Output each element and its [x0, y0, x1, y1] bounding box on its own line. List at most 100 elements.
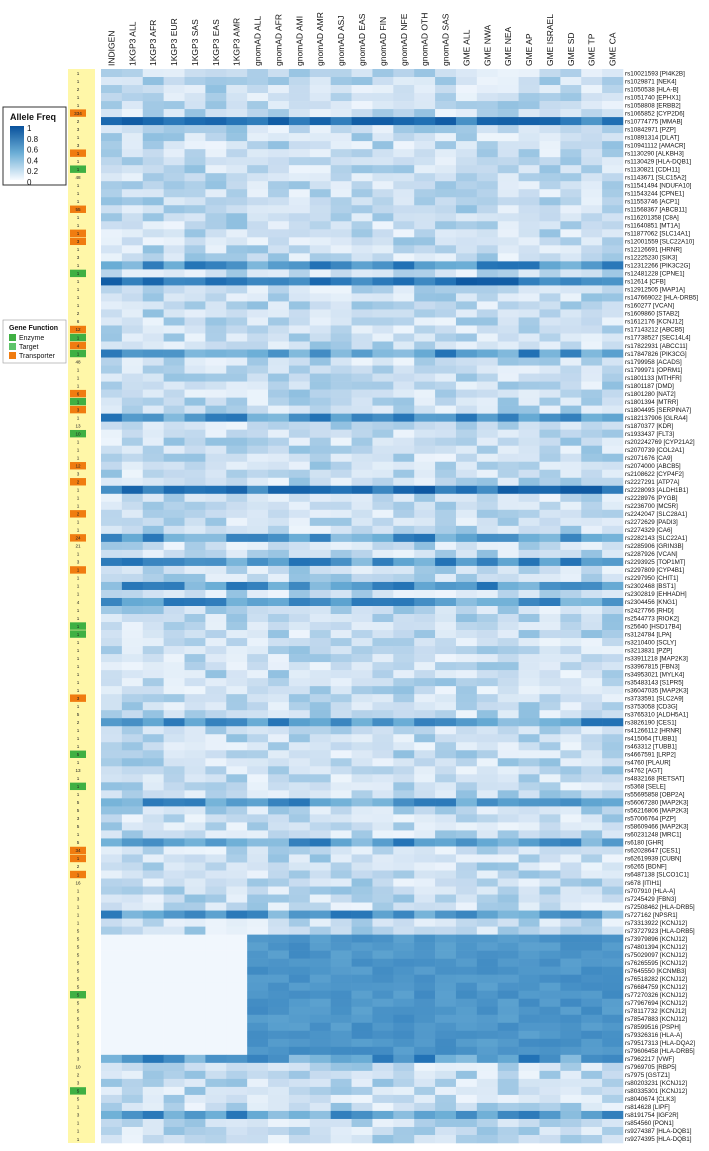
heatmap-cell	[163, 549, 185, 559]
heatmap-cell	[518, 373, 540, 382]
heatmap-cell	[309, 325, 331, 334]
heatmap-cell	[309, 77, 331, 86]
heatmap-cell	[163, 846, 185, 855]
heatmap-cell	[539, 1134, 561, 1144]
heatmap-cell	[393, 453, 415, 463]
heatmap-cell	[309, 85, 331, 94]
heatmap-cell	[309, 517, 331, 527]
heatmap-cell	[435, 213, 457, 222]
heatmap-cell	[101, 293, 123, 302]
heatmap-cell	[288, 982, 311, 992]
heatmap-cell	[476, 101, 499, 110]
heatmap-cell	[330, 726, 352, 735]
gene-function-cell	[70, 1087, 86, 1095]
heatmap-cell	[205, 581, 227, 591]
row-label: rs7969705 [RBP5]	[625, 1064, 677, 1071]
heatmap-cell	[330, 1078, 352, 1088]
heatmap-cell	[518, 622, 540, 631]
heatmap-cell	[309, 1046, 331, 1056]
row-label: rs77270326 [KCNJ12]	[625, 992, 687, 999]
heatmap-cell	[602, 477, 624, 487]
count-label: 1	[77, 496, 80, 501]
heatmap-cell	[539, 477, 561, 487]
heatmap-cell	[414, 750, 436, 759]
heatmap-cell	[455, 694, 478, 703]
heatmap-cell	[393, 141, 415, 150]
heatmap-cell	[268, 309, 290, 318]
heatmap-cell	[163, 285, 185, 294]
heatmap-cell	[581, 750, 603, 759]
heatmap-cell	[581, 1118, 603, 1128]
heatmap-cell	[288, 421, 311, 430]
heatmap-cell	[518, 966, 540, 975]
heatmap-cell	[581, 229, 603, 238]
heatmap-cell	[309, 846, 331, 855]
heatmap-cell	[247, 758, 269, 767]
heatmap-cell	[602, 341, 624, 350]
heatmap-cell	[288, 1126, 311, 1136]
heatmap-cell	[330, 141, 352, 150]
heatmap-cell	[560, 325, 582, 334]
heatmap-cell	[101, 838, 123, 847]
heatmap-cell	[226, 397, 248, 406]
heatmap-cell	[101, 141, 123, 150]
heatmap-cell	[455, 117, 478, 126]
heatmap-cell	[372, 69, 394, 78]
count-label: 1	[77, 399, 80, 404]
count-label: 1	[77, 584, 80, 589]
heatmap-cell	[435, 93, 457, 102]
heatmap-cell	[518, 421, 540, 430]
heatmap-cell	[560, 1022, 582, 1032]
heatmap-cell	[288, 1006, 311, 1016]
heatmap-cell	[205, 1038, 227, 1048]
heatmap-cell	[393, 85, 415, 94]
heatmap-cell	[121, 157, 144, 166]
heatmap-cell	[455, 85, 478, 94]
heatmap-cell	[121, 638, 144, 647]
heatmap-cell	[476, 886, 499, 895]
heatmap-cell	[435, 838, 457, 847]
heatmap-cell	[163, 373, 185, 382]
heatmap-cell	[602, 606, 624, 615]
heatmap-cell	[560, 525, 582, 535]
heatmap-cell	[142, 854, 164, 863]
heatmap-cell	[309, 814, 331, 823]
heatmap-cell	[539, 445, 561, 455]
heatmap-cell	[455, 662, 478, 671]
heatmap-cell	[351, 189, 373, 198]
heatmap-cell	[288, 477, 311, 487]
heatmap-cell	[184, 205, 206, 214]
heatmap-cell	[309, 349, 331, 358]
count-label: 1	[77, 688, 80, 693]
heatmap-cell	[309, 934, 331, 943]
heatmap-cell	[560, 573, 582, 583]
heatmap-cell	[226, 445, 248, 455]
heatmap-cell	[309, 181, 331, 190]
heatmap-cell	[497, 269, 519, 278]
heatmap-cell	[247, 1014, 269, 1024]
heatmap-cell	[435, 341, 457, 350]
heatmap-cell	[309, 445, 331, 455]
heatmap-cell	[226, 221, 248, 230]
count-label: 1	[77, 912, 80, 917]
heatmap-cell	[435, 694, 457, 703]
heatmap-cell	[372, 485, 394, 495]
heatmap-cell	[455, 622, 478, 631]
heatmap-cell	[309, 389, 331, 398]
heatmap-cell	[205, 549, 227, 559]
heatmap-cell	[414, 678, 436, 687]
heatmap-cell	[184, 261, 206, 270]
heatmap-cell	[205, 902, 227, 911]
heatmap-cell	[351, 525, 373, 535]
heatmap-cell	[309, 581, 331, 591]
heatmap-cell	[247, 557, 269, 567]
heatmap-cell	[414, 742, 436, 751]
heatmap-cell	[121, 149, 144, 158]
count-label: 1	[77, 616, 80, 621]
heatmap-cell	[372, 1086, 394, 1096]
row-label: rs2304456 [KNG1]	[625, 599, 677, 606]
heatmap-cell	[184, 469, 206, 479]
heatmap-cell	[393, 782, 415, 791]
heatmap-cell	[121, 445, 144, 455]
heatmap-cell	[602, 141, 624, 150]
